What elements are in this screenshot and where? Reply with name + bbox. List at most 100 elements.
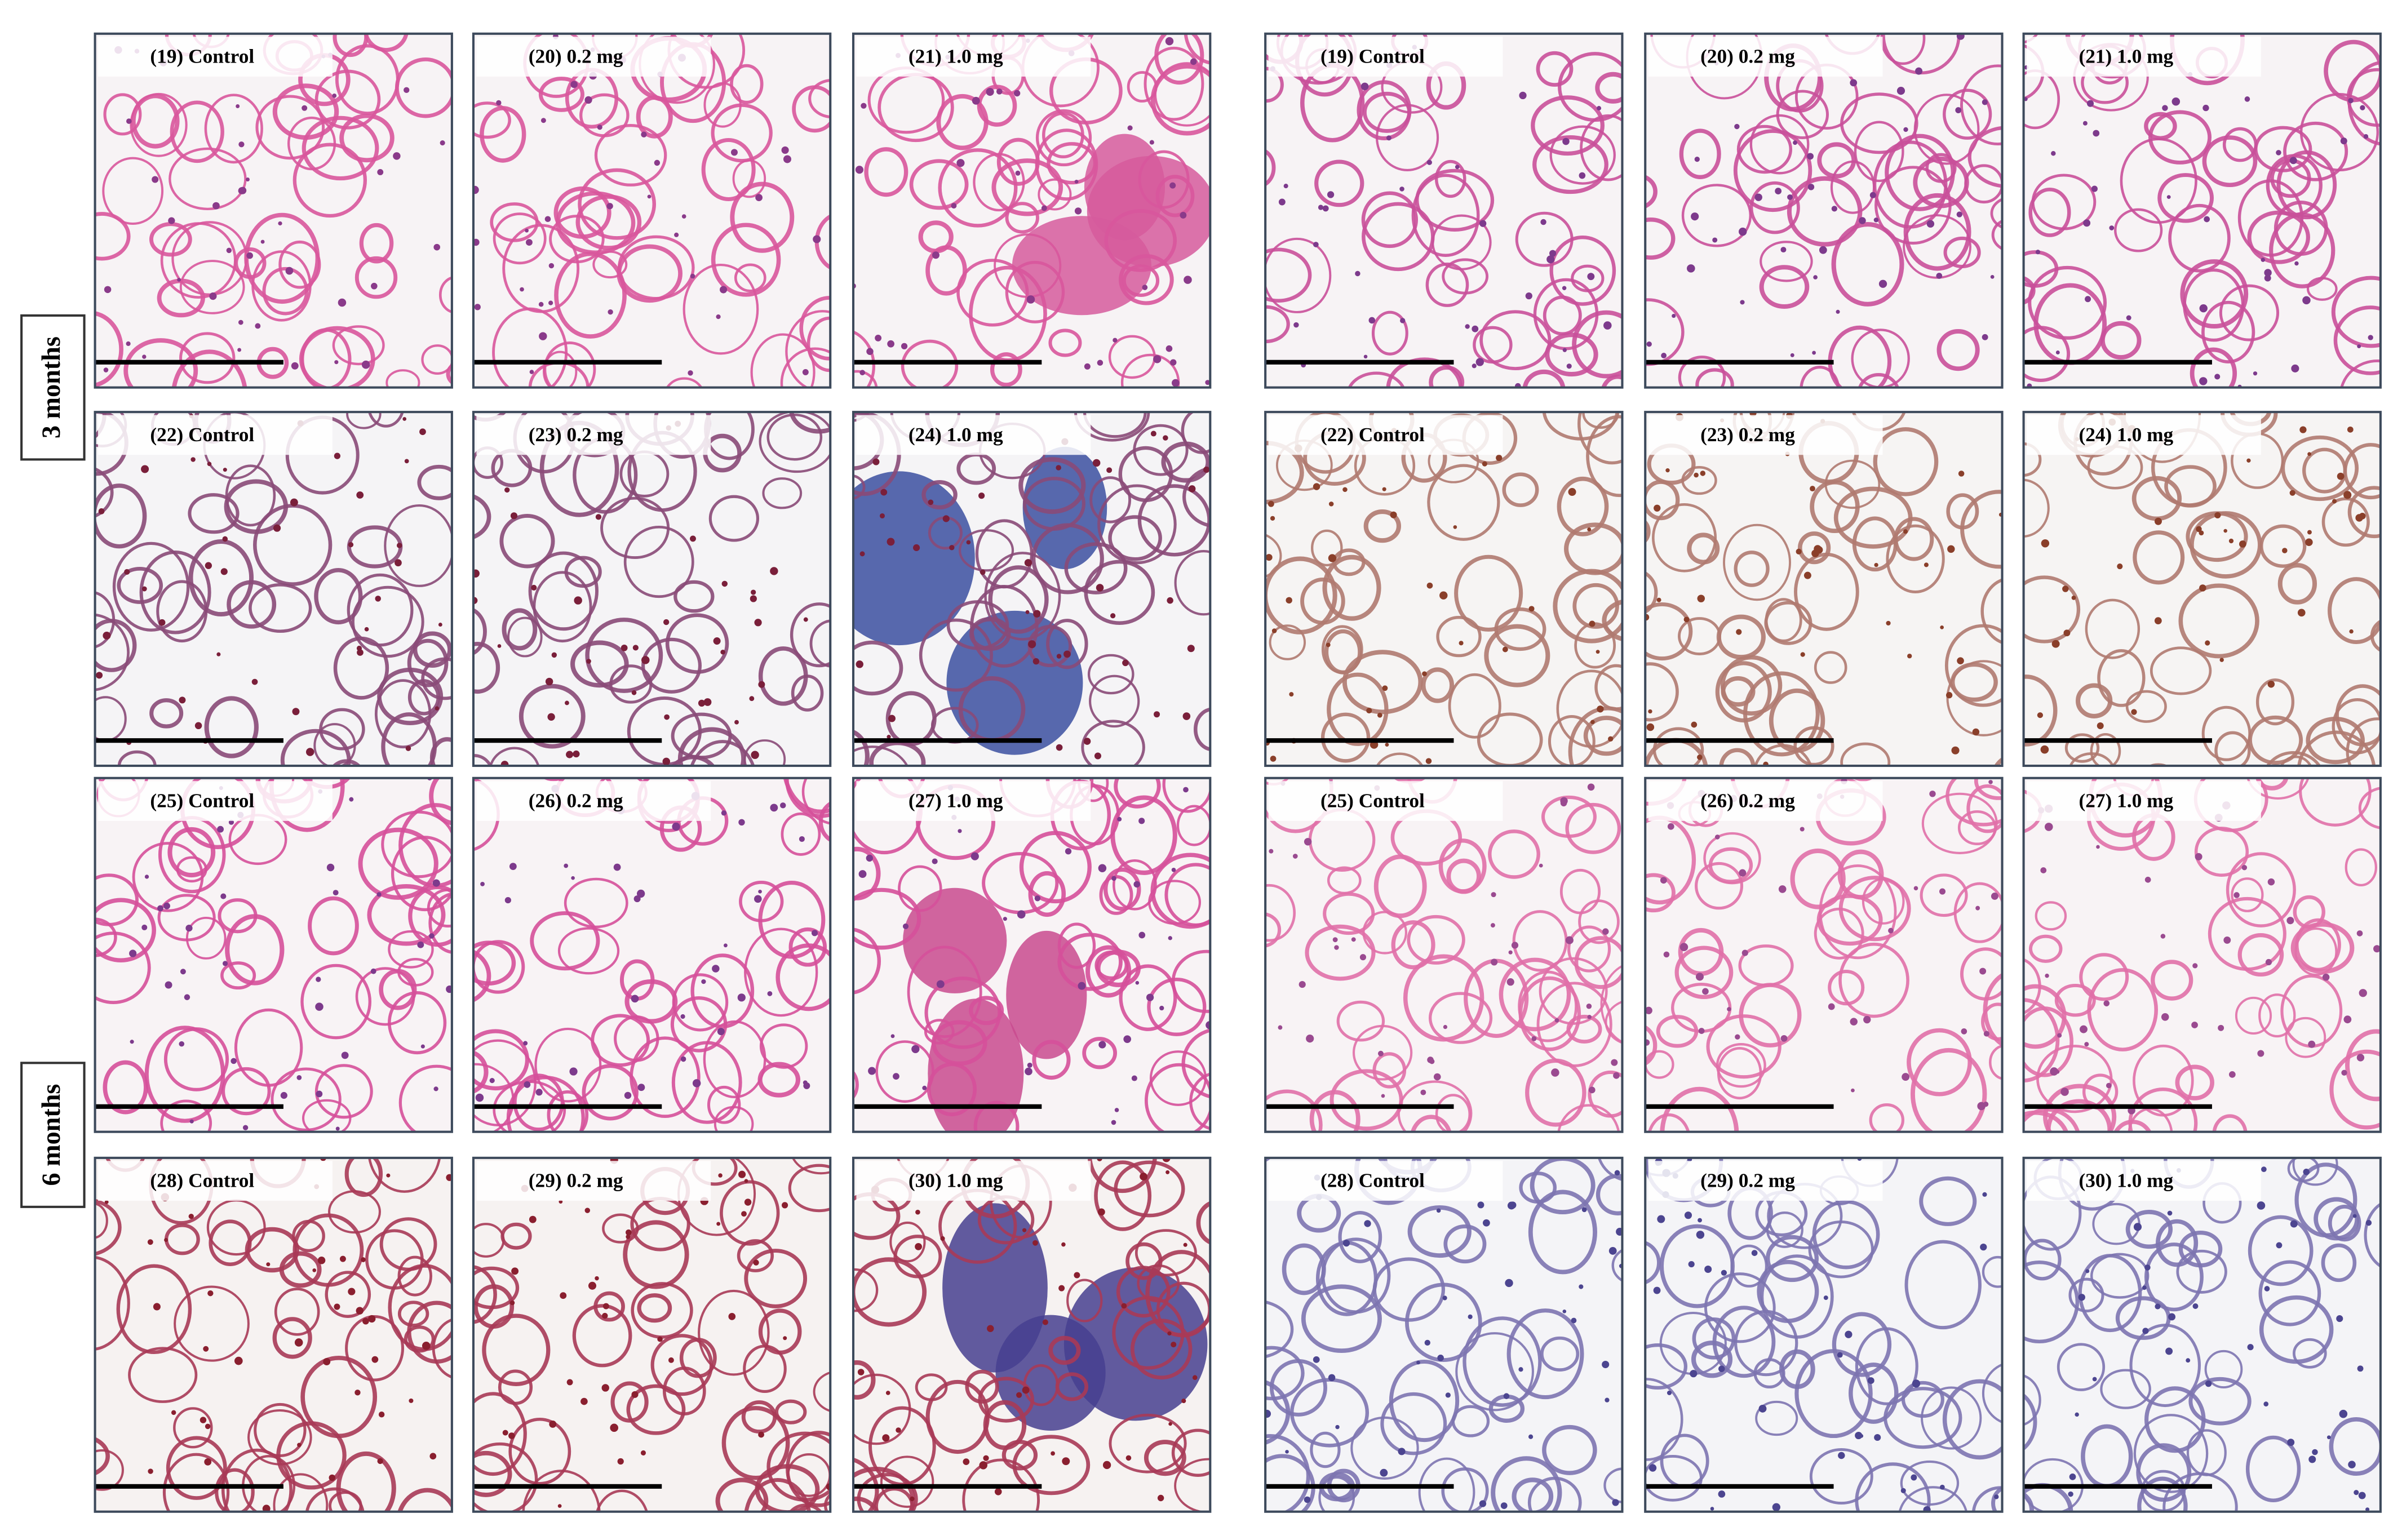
nucleus — [545, 677, 553, 686]
alveolus — [335, 44, 400, 116]
nucleus — [1027, 1062, 1032, 1068]
nucleus — [1269, 849, 1274, 854]
nucleus — [1475, 358, 1484, 366]
alveolus — [698, 1289, 770, 1376]
alveolus — [1645, 571, 1658, 614]
nucleus — [1377, 1050, 1384, 1057]
label-background — [98, 1161, 333, 1201]
nucleus — [1074, 179, 1079, 184]
nucleus — [370, 968, 376, 974]
nucleus — [1168, 1422, 1172, 1426]
nucleus — [1956, 211, 1962, 218]
nucleus — [2276, 150, 2281, 156]
alveolus — [1031, 523, 1104, 594]
nucleus — [2347, 426, 2354, 433]
alveolus — [1659, 1224, 1735, 1308]
nucleus — [1982, 99, 1988, 105]
alveolus — [2162, 1472, 2238, 1512]
nucleus — [238, 141, 245, 148]
nucleus — [316, 977, 321, 982]
alveolus — [1549, 236, 1616, 306]
nucleus — [1025, 610, 1030, 614]
alveolus — [543, 350, 578, 388]
alveolus — [2023, 276, 2036, 305]
nucleus — [580, 1397, 588, 1405]
nucleus — [2035, 250, 2041, 255]
nucleus — [980, 569, 986, 575]
nucleus — [597, 125, 602, 130]
nucleus — [1327, 191, 1335, 198]
alveolus — [112, 542, 190, 632]
alveolus — [737, 1239, 774, 1272]
alveolus — [2328, 577, 2381, 645]
nucleus — [1034, 895, 1041, 902]
alveolus — [95, 311, 123, 388]
micrograph-panel: (19) Control — [95, 33, 452, 388]
nucleus — [979, 1461, 987, 1470]
alveolus — [2201, 300, 2255, 364]
alveolus — [2324, 39, 2381, 103]
nucleus — [1936, 273, 1943, 279]
nucleus — [737, 993, 746, 1002]
alveolus — [750, 333, 816, 388]
alveolus — [788, 927, 827, 967]
panel-label: (23) 0.2 mg — [1700, 424, 1795, 446]
alveolus — [921, 480, 958, 510]
nucleus — [1540, 219, 1546, 225]
nucleus — [2348, 1461, 2356, 1468]
nucleus — [994, 1488, 1002, 1495]
alveolus — [2023, 1107, 2080, 1132]
nucleus — [2354, 1490, 2359, 1495]
micrograph-panel: (30) 1.0 mg — [2023, 1157, 2381, 1512]
nucleus — [126, 341, 131, 347]
nucleus — [2068, 1491, 2073, 1497]
nucleus — [1398, 1448, 1406, 1455]
alveolus — [255, 95, 325, 160]
nucleus — [2041, 539, 2050, 548]
nucleus — [1605, 1397, 1610, 1403]
alveolus — [2148, 110, 2212, 165]
alveolus — [1376, 752, 1424, 766]
nucleus — [1940, 625, 1944, 629]
nucleus — [2223, 529, 2227, 533]
nucleus — [1363, 354, 1368, 359]
alveolus — [1991, 219, 2002, 251]
nucleus — [1947, 545, 1955, 553]
nucleus — [755, 194, 763, 201]
alveolus — [1473, 326, 1513, 364]
nucleus — [1957, 657, 1964, 664]
nucleus — [429, 1453, 437, 1460]
nucleus — [560, 1292, 567, 1299]
nucleus — [165, 981, 172, 989]
nucleus — [1342, 1240, 1350, 1247]
nucleus — [417, 941, 424, 948]
nucleus — [2202, 104, 2209, 112]
alveolus — [1028, 871, 1066, 917]
nucleus — [290, 498, 298, 507]
alveolus — [2023, 326, 2071, 382]
alveolus — [103, 93, 142, 136]
alveolus — [2226, 852, 2296, 927]
alveolus — [1407, 915, 1465, 965]
scale-bar — [853, 1484, 1042, 1489]
nucleus — [1063, 650, 1071, 658]
nucleus — [2084, 1042, 2089, 1047]
nucleus — [1022, 1228, 1027, 1232]
nucleus — [2373, 945, 2381, 953]
alveolus — [417, 464, 452, 500]
alveolus — [2180, 259, 2249, 329]
nucleus — [1479, 1500, 1487, 1507]
nucleus — [1165, 1170, 1170, 1174]
alveolus — [432, 1318, 452, 1379]
alveolus — [1601, 374, 1623, 388]
scale-bar — [1645, 738, 1834, 743]
alveolus — [157, 278, 205, 318]
nucleus — [1271, 628, 1277, 633]
nucleus — [1672, 313, 1676, 318]
nucleus — [157, 905, 163, 912]
nucleus — [1092, 459, 1101, 467]
alveolus — [1873, 140, 1948, 229]
nucleus — [958, 829, 962, 833]
alveolus — [398, 1064, 452, 1132]
alveolus — [1055, 1372, 1088, 1401]
